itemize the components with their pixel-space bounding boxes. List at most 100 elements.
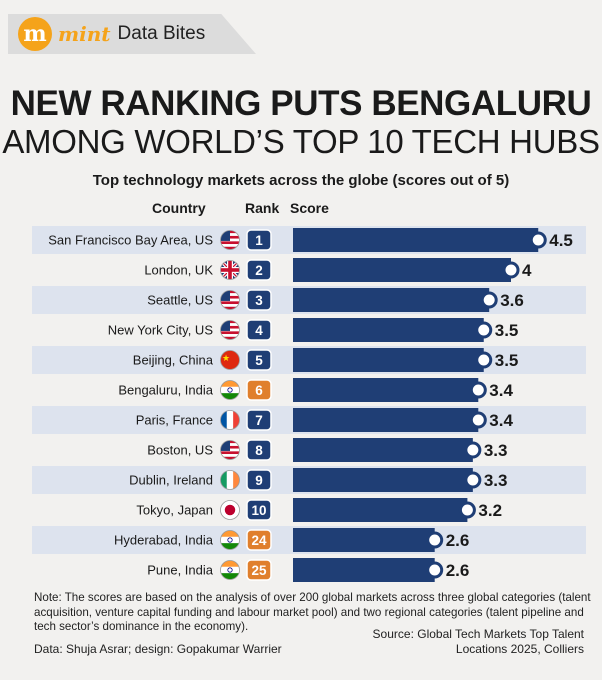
chart-row: Boston, US 8 3.3	[32, 436, 586, 464]
flag-india-icon	[220, 380, 240, 400]
rank-label: 7	[255, 413, 263, 428]
flag-uk-icon	[220, 260, 240, 280]
chart-title: Top technology markets across the globe …	[92, 172, 510, 189]
rank-label: 9	[255, 473, 263, 488]
brand-banner: m mint Data Bites	[8, 14, 256, 54]
country-label: Hyderabad, India	[114, 533, 214, 548]
flag-japan-icon	[220, 500, 240, 520]
bar	[293, 468, 473, 492]
bar-chart: San Francisco Bay Area, US 1 4.5 London, UK…	[32, 226, 586, 584]
country-label: Beijing, China	[133, 353, 214, 368]
chart-row: London, UK 2 4	[32, 256, 586, 284]
chart-row: New York City, US 4 3.5	[32, 316, 586, 344]
country-label: San Francisco Bay Area, US	[48, 233, 213, 248]
bar	[293, 528, 435, 552]
rank-label: 5	[255, 353, 263, 368]
flag-us-icon	[220, 290, 240, 310]
value-label: 3.5	[495, 321, 519, 340]
brand-section: Data Bites	[117, 23, 206, 44]
bar	[293, 228, 539, 252]
rank-badge	[246, 529, 272, 551]
svg-text:★: ★	[222, 354, 230, 364]
country-label: New York City, US	[108, 323, 214, 338]
bar-end-marker	[480, 291, 498, 309]
country-label: Seattle, US	[147, 293, 213, 308]
rank-label: 10	[251, 503, 266, 518]
bar-end-marker	[458, 501, 476, 519]
rank-badge	[246, 289, 272, 311]
headline-line-2: AMONG WORLD’S TOP 10 TECH HUBS	[2, 123, 600, 160]
bar-end-marker	[426, 531, 444, 549]
rank-badge	[246, 259, 272, 281]
rank-label: 2	[255, 263, 263, 278]
chart-row: Pune, India 25 2.6	[32, 556, 586, 584]
chart-row: Paris, France 7 3.4	[32, 406, 586, 434]
chart-row: Seattle, US 3 3.6	[32, 286, 586, 314]
value-label: 2.6	[446, 561, 470, 580]
bar-end-marker	[502, 261, 520, 279]
bar	[293, 258, 511, 282]
credit-line: Data: Shuja Asrar; design: Gopakumar War…	[34, 642, 282, 656]
rank-badge	[246, 379, 272, 401]
column-header-rank: Rank	[245, 200, 280, 216]
chart-row: Dublin, Ireland 9 3.3	[32, 466, 586, 494]
flag-ireland-icon	[220, 470, 240, 490]
value-label: 3.3	[484, 441, 508, 460]
rank-badge	[246, 229, 272, 251]
flag-us-icon	[220, 320, 240, 340]
chart-row: San Francisco Bay Area, US 1 4.5	[32, 226, 586, 254]
rank-badge	[246, 319, 272, 341]
country-label: Dublin, Ireland	[129, 473, 213, 488]
bar-end-marker	[426, 561, 444, 579]
rank-label: 1	[255, 233, 263, 248]
bar	[293, 378, 479, 402]
rank-label: 3	[255, 293, 263, 308]
bar	[293, 438, 473, 462]
rank-badge	[246, 559, 272, 581]
flag-us-icon	[220, 440, 240, 460]
value-label: 3.2	[478, 501, 502, 520]
flag-france-icon	[220, 410, 240, 430]
rank-label: 8	[255, 443, 263, 458]
value-label: 3.4	[489, 411, 513, 430]
source-line-1: Source: Global Tech Markets Top Talent	[372, 627, 584, 641]
value-label: 2.6	[446, 531, 470, 550]
country-label: Boston, US	[147, 443, 213, 458]
column-header-score: Score	[290, 200, 329, 216]
bar-end-marker	[475, 321, 493, 339]
value-label: 3.4	[489, 381, 513, 400]
headline-line-1: NEW RANKING PUTS BENGALURU	[10, 84, 592, 123]
source-line-2: Locations 2025, Colliers	[455, 642, 584, 656]
rank-badge	[246, 439, 272, 461]
value-label: 3.6	[500, 291, 524, 310]
country-label: Bengaluru, India	[118, 383, 213, 398]
chart-row: Bengaluru, India 6 3.4	[32, 376, 586, 404]
rank-badge	[246, 409, 272, 431]
column-header-country: Country	[152, 200, 206, 216]
mint-logo-icon: m	[18, 17, 52, 51]
chart-row: Beijing, China ★ 5 3.5	[32, 346, 586, 374]
bar	[293, 318, 484, 342]
chart-row: Tokyo, Japan 10 3.2	[32, 496, 586, 524]
rank-badge	[246, 349, 272, 371]
country-label: Pune, India	[147, 563, 214, 578]
brand-name: mint	[58, 22, 111, 46]
bar	[293, 498, 468, 522]
bar-end-marker	[475, 351, 493, 369]
value-label: 3.5	[495, 351, 519, 370]
bar	[293, 408, 479, 432]
rank-badge	[246, 499, 272, 521]
bar-end-marker	[469, 381, 487, 399]
bar	[293, 348, 484, 372]
value-label: 4.5	[549, 231, 573, 250]
flag-china-icon: ★	[220, 350, 240, 370]
bar-end-marker	[529, 231, 547, 249]
bar-end-marker	[464, 441, 482, 459]
flag-india-icon	[220, 560, 240, 580]
rank-label: 4	[255, 323, 263, 338]
country-label: Paris, France	[136, 413, 213, 428]
bar	[293, 558, 435, 582]
footnote: Note: The scores are based on the analys…	[34, 591, 591, 633]
rank-label: 24	[251, 533, 267, 548]
value-label: 3.3	[484, 471, 508, 490]
